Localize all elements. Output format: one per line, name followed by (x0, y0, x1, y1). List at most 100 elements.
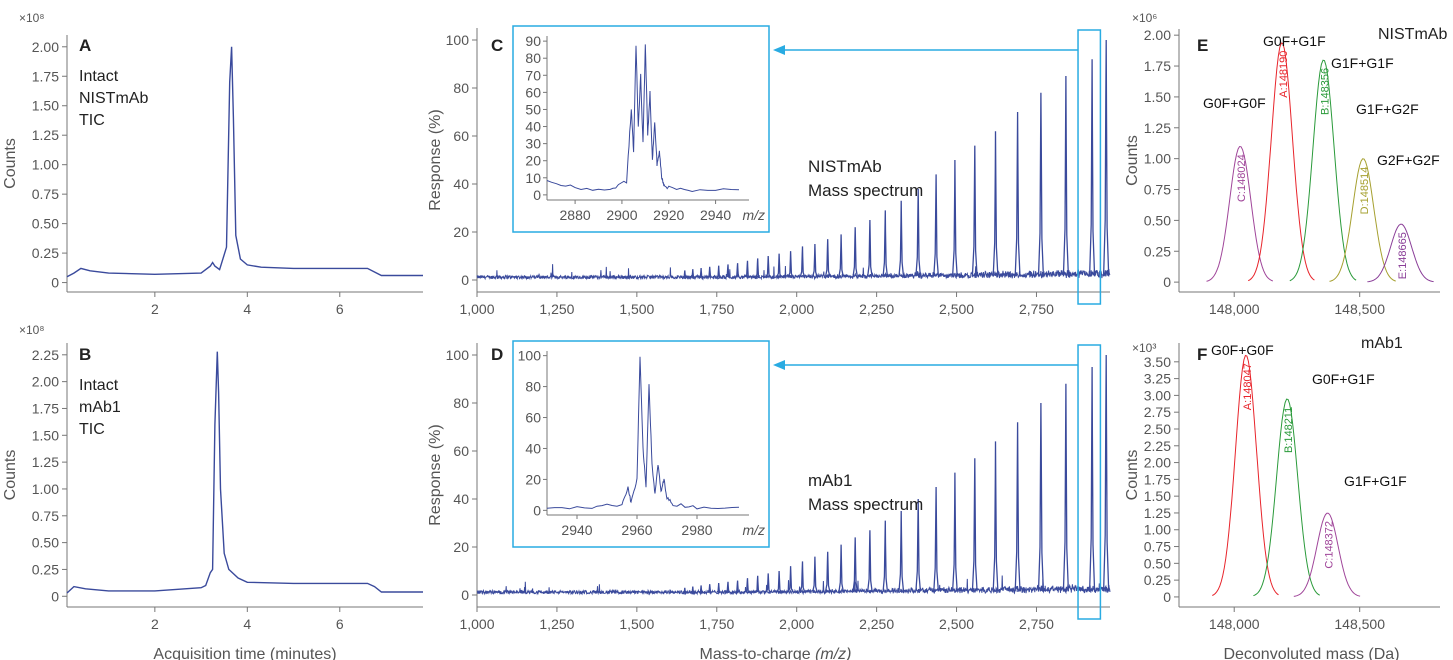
peak-mass-label: A:148047 (1242, 363, 1254, 410)
charge-state-peak (765, 255, 771, 277)
x-axis-label: Deconvoluted mass (Da) (1223, 646, 1399, 660)
deconvoluted-peak (1367, 223, 1434, 283)
inset-y-tick-label: 20 (525, 471, 541, 487)
x-tick-label: 2 (151, 616, 159, 632)
y-tick-label: 20 (453, 224, 469, 240)
charge-state-peak (707, 266, 712, 279)
charge-state-peak (915, 188, 922, 277)
y-multiplier: ×10⁸ (19, 323, 44, 337)
x-tick-label: 2,250 (859, 616, 894, 632)
x-tick-label: 4 (243, 301, 251, 317)
charge-state-peak (933, 174, 940, 277)
inset-x-tick-label: 2940 (561, 522, 592, 538)
x-tick-label: 2,500 (939, 616, 974, 632)
y-tick-label: 1.25 (32, 454, 59, 470)
charge-state-peak (838, 544, 844, 592)
glycan-label: G1F+G1F (1331, 55, 1394, 71)
charge-state-peak (951, 159, 958, 277)
y-tick-label: 100 (446, 32, 470, 48)
charge-state-peak (882, 210, 889, 277)
x-tick-label: 2,750 (1019, 616, 1054, 632)
charge-state-peak (745, 260, 750, 277)
charge-state-peak (735, 263, 740, 278)
inset-y-tick-label: 0 (533, 187, 541, 203)
y-tick-label: 0 (461, 587, 469, 603)
charge-state-peak (725, 581, 731, 594)
panel-title: mAb1 (1361, 335, 1403, 352)
charge-state-peak (852, 537, 858, 592)
inset-y-tick-label: 10 (525, 170, 541, 186)
y-tick-label: 1.00 (1144, 151, 1171, 167)
y-tick-label: 0.50 (1144, 212, 1171, 228)
charge-state-peak (682, 270, 688, 280)
inset-y-tick-label: 0 (533, 502, 541, 518)
charge-state-peak (1062, 75, 1070, 277)
y-tick-label: 100 (446, 347, 470, 363)
x-tick-label: 6 (336, 616, 344, 632)
annotation: TIC (79, 421, 105, 438)
charge-state-peak (852, 227, 858, 277)
charge-state-peak (882, 520, 889, 592)
charge-state-peak (1102, 39, 1110, 277)
y-tick-label: 3.00 (1144, 387, 1171, 403)
inset-trace (546, 356, 740, 510)
panel-letter: F (1197, 345, 1207, 364)
y-tick-label: 80 (453, 395, 469, 411)
y-tick-label: 2.00 (1144, 27, 1171, 43)
y-tick-label: 0.75 (32, 186, 59, 202)
panel-title: NISTmAb (1378, 26, 1447, 43)
annotation: Mass spectrum (808, 495, 923, 514)
x-tick-label: 1,250 (539, 616, 574, 632)
charge-state-peak (992, 131, 999, 277)
inset-y-tick-label: 100 (518, 348, 542, 364)
peak-mass-label: E:148665 (1397, 232, 1409, 279)
glycan-label: G0F+G0F (1203, 95, 1266, 111)
annotation: Mass spectrum (808, 181, 923, 200)
y-tick-label: 0.25 (32, 561, 59, 577)
inset-x-label: m/z (742, 522, 765, 538)
charge-state-peak (1037, 92, 1045, 277)
charge-state-peak (755, 575, 760, 592)
inset-y-tick-label: 80 (525, 50, 541, 66)
inset-trace (546, 44, 740, 193)
charge-state-peak (765, 573, 771, 592)
charge-state-peak (992, 441, 999, 592)
charge-state-peak (1014, 111, 1021, 277)
y-tick-label: 1.50 (1144, 89, 1171, 105)
charge-state-peak (898, 510, 905, 592)
charge-state-peak (799, 246, 806, 277)
x-axis-label: Acquisition time (minutes) (153, 646, 336, 660)
x-axis-label-unit: (m/z) (815, 646, 851, 660)
charge-state-peak (1037, 402, 1045, 592)
inset-x-tick-label: 2920 (653, 207, 684, 223)
charge-state-peak (1088, 59, 1096, 277)
inset-x-tick-label: 2900 (606, 207, 637, 223)
charge-state-peak (867, 530, 873, 592)
charge-state-peak (698, 585, 704, 595)
inset-x-tick-label: 2980 (681, 522, 712, 538)
y-tick-label: 2.00 (1144, 455, 1171, 471)
y-tick-label: 0.25 (1144, 572, 1171, 588)
y-axis-label: Response (%) (427, 109, 444, 210)
glycan-label: G0F+G1F (1263, 33, 1326, 49)
charge-state-peak (690, 269, 696, 280)
charge-state-peak (707, 584, 713, 595)
charge-state-peak (971, 458, 978, 592)
y-multiplier: ×10³ (1132, 341, 1156, 355)
y-tick-label: 1.25 (1144, 120, 1171, 136)
tic-trace (66, 351, 423, 594)
y-tick-label: 1.50 (32, 98, 59, 114)
y-tick-label: 3.25 (1144, 371, 1171, 387)
panel-A: 0 0.25 0.50 0.75 1.00 1.25 1.50 1.75 2.00 2 4 6 ×10⁸… (2, 11, 423, 317)
y-tick-label: 0 (461, 272, 469, 288)
x-tick-label: 148,500 (1334, 301, 1385, 317)
x-tick-label: 1,000 (459, 301, 494, 317)
inset-y-tick-label: 90 (525, 33, 541, 49)
panel-letter: A (79, 36, 91, 55)
charge-state-peak (799, 561, 806, 592)
charge-state-peak (951, 472, 958, 592)
x-tick-label: 1,000 (459, 616, 494, 632)
glycan-label: G0F+G0F (1211, 342, 1274, 358)
